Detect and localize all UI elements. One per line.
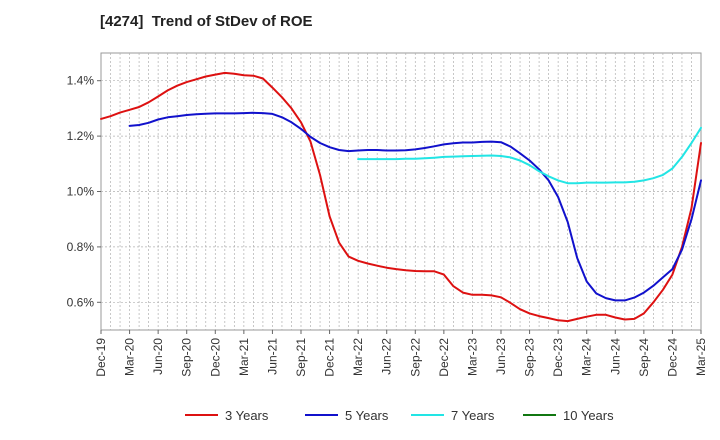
y-tick-label: 0.6%: [67, 295, 95, 309]
legend-label-7-years: 7 Years: [451, 408, 495, 423]
x-tick-label: Mar-25: [694, 338, 708, 376]
y-tick-label: 0.8%: [67, 240, 95, 254]
y-tick-label: 1.0%: [67, 185, 95, 199]
series-line-7-years: [357, 126, 702, 185]
legend-label-10-years: 10 Years: [563, 408, 614, 423]
x-tick-label: Jun-24: [608, 338, 622, 375]
legend-label-3-years: 3 Years: [225, 408, 269, 423]
x-tick-label: Dec-24: [665, 338, 679, 377]
x-tick-label: Dec-22: [437, 338, 451, 377]
x-tick-label: Mar-24: [580, 338, 594, 376]
y-tick-label: 1.4%: [67, 74, 95, 88]
chart-title: [4274] Trend of StDev of ROE: [100, 13, 313, 30]
x-tick-label: Jun-22: [380, 338, 394, 375]
x-tick-label: Dec-20: [208, 338, 222, 377]
series-line-3-years: [100, 71, 702, 323]
y-tick-label: 1.2%: [67, 129, 95, 143]
y-axis-ticks: 0.6% 0.8% 1.0% 1.2% 1.4%: [67, 74, 101, 309]
x-tick-label: Mar-21: [237, 338, 251, 376]
x-tick-label: Mar-22: [351, 338, 365, 376]
x-axis-ticks: Dec-19 Mar-20 Jun-20 Sep-20 Dec-20 Mar-21 Jun-…: [94, 330, 708, 377]
x-tick-label: Dec-19: [94, 338, 108, 377]
x-tick-label: Jun-21: [265, 338, 279, 375]
grid: [101, 53, 701, 330]
legend: 3 Years 5 Years 7 Years 10 Years: [185, 408, 614, 423]
x-tick-label: Sep-23: [523, 338, 537, 377]
series-line-5-years: [128, 111, 702, 302]
x-tick-label: Sep-22: [408, 338, 422, 377]
x-tick-label: Dec-21: [323, 338, 337, 377]
x-tick-label: Jun-23: [494, 338, 508, 375]
x-tick-label: Dec-23: [551, 338, 565, 377]
x-tick-label: Mar-20: [123, 338, 137, 376]
series-lines: [100, 71, 702, 323]
x-tick-label: Sep-20: [180, 338, 194, 377]
x-tick-label: Mar-23: [465, 338, 479, 376]
x-tick-label: Sep-21: [294, 338, 308, 377]
x-tick-label: Jun-20: [151, 338, 165, 375]
legend-label-5-years: 5 Years: [345, 408, 389, 423]
x-tick-label: Sep-24: [637, 338, 651, 377]
